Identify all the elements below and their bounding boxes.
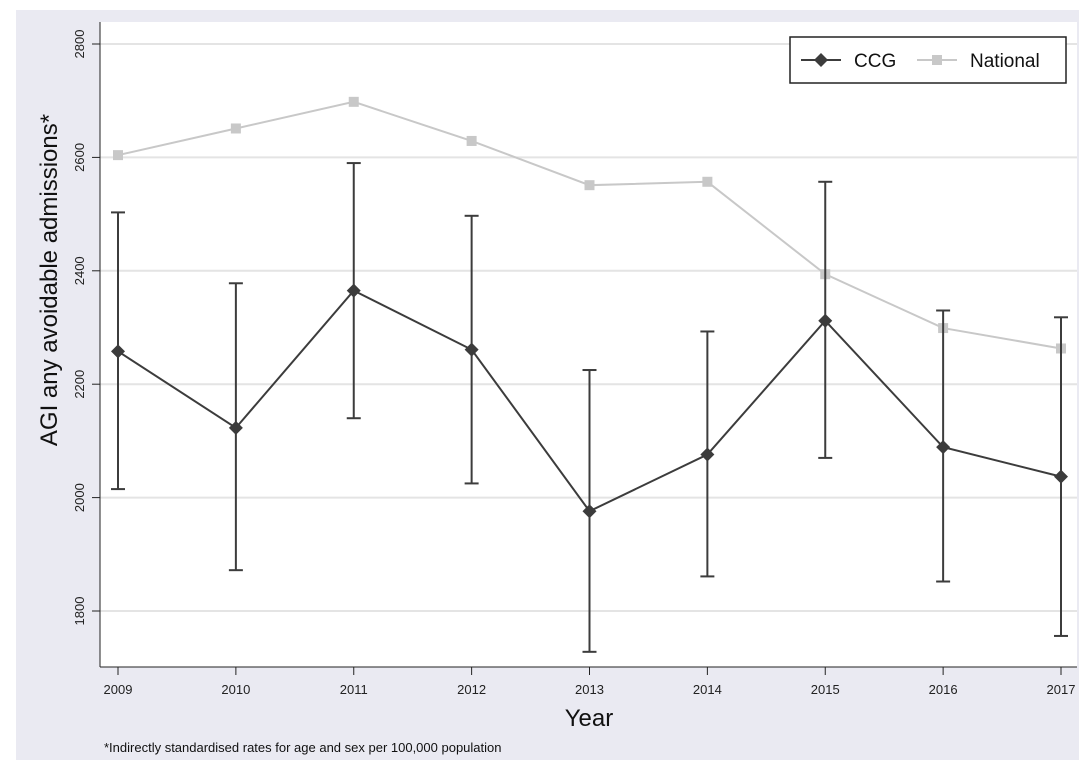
x-tick-label-2013: 2013 [575, 682, 604, 697]
legend-ccg-marker [814, 53, 828, 67]
y-tick-label-2800: 2800 [72, 30, 87, 59]
ccg-point-2014 [700, 447, 715, 462]
national-point-2012 [466, 135, 477, 146]
y-axis-title: AGI any avoidable admissions* [36, 114, 63, 446]
x-tick-label-2015: 2015 [811, 682, 840, 697]
ccg-point-2016 [936, 440, 951, 455]
ccg-point-2012 [464, 342, 479, 357]
ccg-point-2011 [346, 283, 361, 298]
x-tick-label-2009: 2009 [104, 682, 133, 697]
ccg-point-2009 [111, 344, 125, 359]
footnote: *Indirectly standardised rates for age a… [104, 740, 501, 755]
ccg-point-2013 [582, 504, 597, 519]
x-tick-label-2010: 2010 [221, 682, 250, 697]
x-tick-label-2012: 2012 [457, 682, 486, 697]
x-tick-label-2011: 2011 [340, 682, 368, 697]
ccg-point-2010 [228, 420, 243, 435]
national-point-2014 [702, 176, 713, 187]
axes [92, 22, 1077, 675]
national-point-2009 [113, 150, 123, 161]
x-tick-label-2016: 2016 [929, 682, 958, 697]
y-tick-label-2200: 2200 [72, 370, 87, 399]
national-point-2011 [348, 96, 359, 107]
x-tick-labels: 2009 2010 2011 2012 2013 2014 2015 2016 2017 [104, 682, 1076, 697]
ccg-point-2017 [1054, 469, 1068, 484]
series-ccg [111, 162, 1068, 653]
legend-ccg-label: CCG [854, 51, 896, 72]
y-tick-label-2400: 2400 [72, 256, 87, 285]
y-tick-label-2000: 2000 [72, 483, 87, 512]
x-axis-title: Year [565, 705, 614, 732]
x-tick-label-2017: 2017 [1047, 682, 1076, 697]
national-point-2013 [584, 180, 595, 191]
y-tick-label-2600: 2600 [72, 143, 87, 172]
legend-national-label: National [970, 51, 1040, 72]
y-tick-label-1800: 1800 [72, 597, 87, 626]
legend-national-marker [932, 55, 942, 65]
y-tick-labels: 1800 2000 2200 2400 2600 2800 [72, 30, 87, 626]
national-point-2010 [230, 123, 241, 134]
x-tick-label-2014: 2014 [693, 682, 722, 697]
legend: CCG National [789, 36, 1067, 84]
ccg-point-2015 [818, 313, 833, 328]
